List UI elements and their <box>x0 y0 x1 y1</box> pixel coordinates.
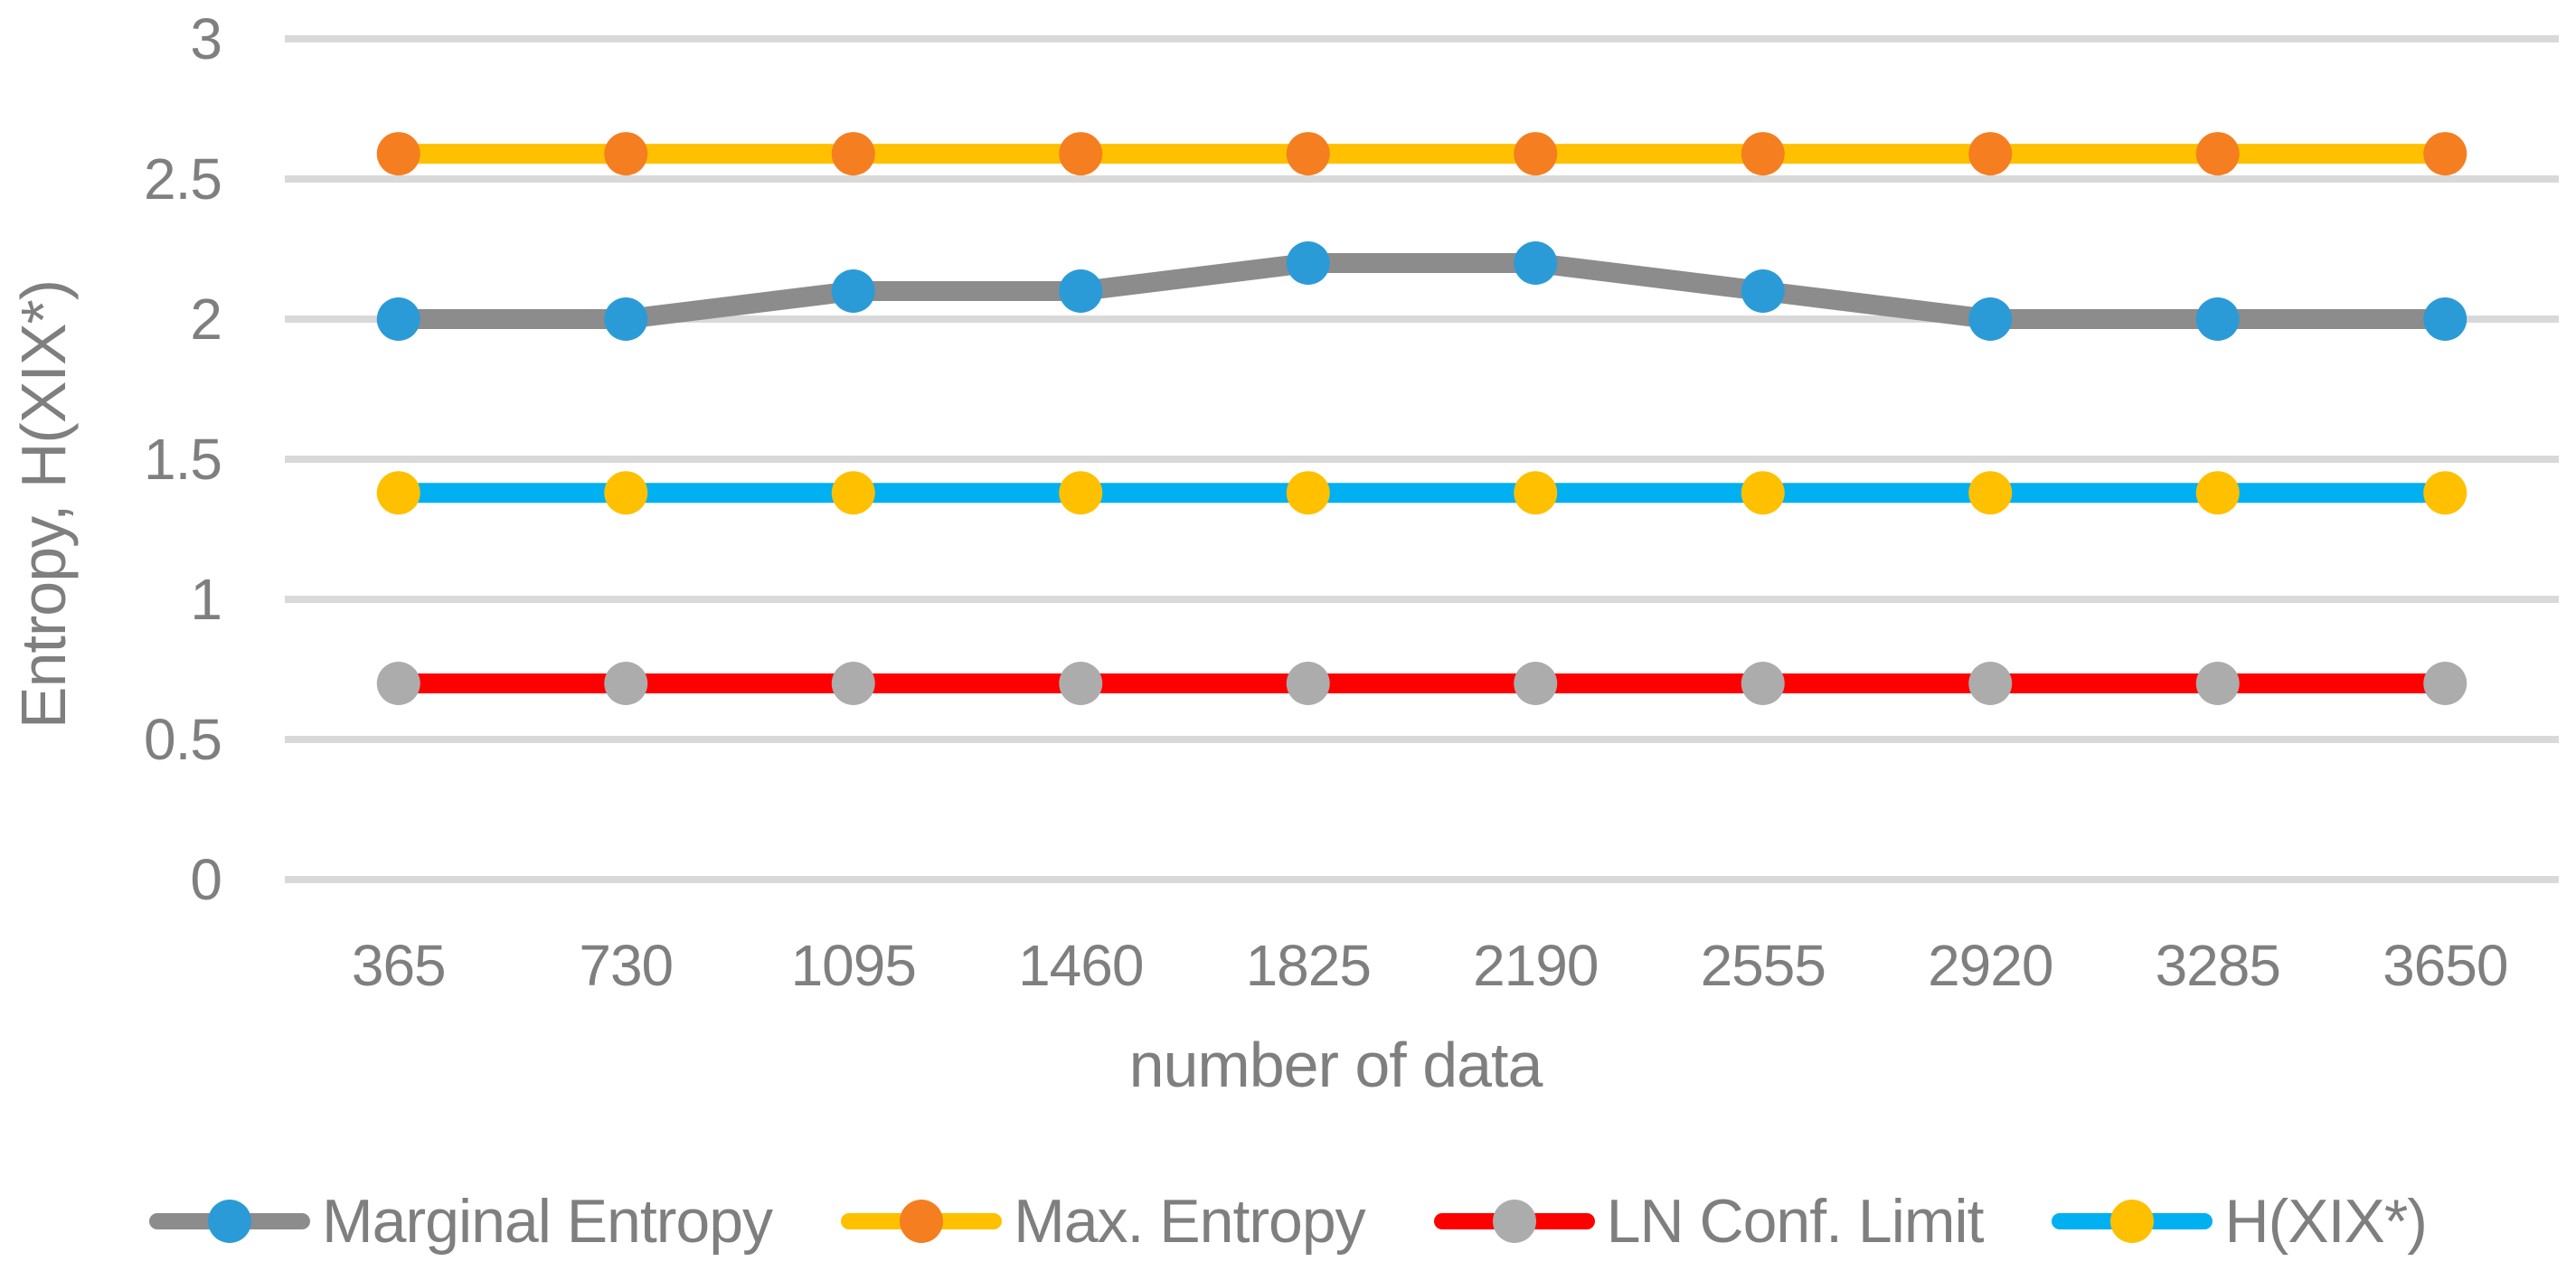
marker-marginal-entropy-2190 <box>1514 241 1558 285</box>
legend-label: H(XIX*) <box>2224 1187 2427 1256</box>
marker-max-entropy-1460 <box>1059 132 1103 176</box>
marker-marginal-entropy-1460 <box>1059 269 1103 313</box>
marker-max-entropy-3285 <box>2195 132 2240 176</box>
x-axis-title: number of data <box>1128 1030 1543 1100</box>
legend-swatch-marginal-entropy <box>149 1199 311 1244</box>
marker-marginal-entropy-1825 <box>1286 241 1330 285</box>
legend-label: Max. Entropy <box>1014 1187 1366 1256</box>
x-tick-label-730: 730 <box>579 933 673 998</box>
marker-ln-conf-limit-3650 <box>2423 662 2467 705</box>
marker-h-xix-3650 <box>2423 471 2467 515</box>
x-tick-label-1095: 1095 <box>791 933 916 998</box>
legend-marker-icon <box>208 1200 252 1243</box>
marker-ln-conf-limit-1825 <box>1286 662 1330 705</box>
y-tick-label-2.5: 2.5 <box>144 146 222 212</box>
legend-label: LN Conf. Limit <box>1606 1187 1985 1256</box>
marker-max-entropy-2920 <box>1968 132 2013 176</box>
marker-max-entropy-730 <box>604 132 648 176</box>
marker-ln-conf-limit-3285 <box>2195 662 2240 705</box>
x-tick-label-1825: 1825 <box>1246 933 1371 998</box>
marker-max-entropy-3650 <box>2423 132 2467 176</box>
legend-label: Marginal Entropy <box>322 1187 773 1256</box>
legend: Marginal Entropy Max. Entropy LN Conf. Lim… <box>0 1186 2576 1257</box>
marker-marginal-entropy-3650 <box>2423 297 2467 341</box>
marker-ln-conf-limit-365 <box>376 662 420 705</box>
marker-max-entropy-365 <box>376 132 420 176</box>
legend-marker-icon <box>2110 1200 2155 1243</box>
marker-marginal-entropy-2555 <box>1741 269 1785 313</box>
marker-ln-conf-limit-730 <box>604 662 648 705</box>
x-tick-label-2190: 2190 <box>1473 933 1598 998</box>
marker-marginal-entropy-3285 <box>2195 297 2240 341</box>
marker-marginal-entropy-365 <box>376 297 420 341</box>
marker-h-xix-2555 <box>1741 471 1785 515</box>
legend-marker-icon <box>900 1200 944 1243</box>
y-tick-label-1.5: 1.5 <box>144 427 222 492</box>
marker-ln-conf-limit-1095 <box>831 662 875 705</box>
y-tick-label-0.5: 0.5 <box>144 707 222 772</box>
x-tick-label-2920: 2920 <box>1928 933 2052 998</box>
marker-h-xix-2190 <box>1514 471 1558 515</box>
marker-marginal-entropy-1095 <box>831 269 875 313</box>
series-line-marginal-entropy <box>398 253 2446 329</box>
legend-swatch-h-xix <box>2052 1199 2213 1244</box>
legend-marker-icon <box>1492 1200 1536 1243</box>
marker-ln-conf-limit-2190 <box>1514 662 1558 705</box>
marker-h-xix-1095 <box>831 471 875 515</box>
x-tick-label-2555: 2555 <box>1701 933 1826 998</box>
marker-max-entropy-1825 <box>1286 132 1330 176</box>
legend-swatch-max-entropy <box>841 1199 1003 1244</box>
marker-max-entropy-2555 <box>1741 132 1785 176</box>
marker-max-entropy-1095 <box>831 132 875 176</box>
marker-h-xix-1825 <box>1286 471 1330 515</box>
marker-h-xix-365 <box>376 471 420 515</box>
marker-ln-conf-limit-2555 <box>1741 662 1785 705</box>
legend-item-marginal-entropy: Marginal Entropy <box>149 1186 773 1257</box>
y-tick-label-3: 3 <box>190 6 222 71</box>
marker-h-xix-2920 <box>1968 471 2013 515</box>
x-tick-label-1460: 1460 <box>1018 933 1143 998</box>
legend-swatch-ln-conf-limit <box>1433 1199 1595 1244</box>
marker-h-xix-730 <box>604 471 648 515</box>
x-tick-label-3285: 3285 <box>2156 933 2280 998</box>
marker-h-xix-1460 <box>1059 471 1103 515</box>
marker-ln-conf-limit-2920 <box>1968 662 2013 705</box>
legend-item-h-xix: H(XIX*) <box>2052 1186 2428 1257</box>
x-tick-label-365: 365 <box>352 933 446 998</box>
y-axis-title: Entropy, H(XIX*) <box>8 279 79 730</box>
marker-ln-conf-limit-1460 <box>1059 662 1103 705</box>
x-tick-label-3650: 3650 <box>2383 933 2507 998</box>
marker-max-entropy-2190 <box>1514 132 1558 176</box>
y-tick-label-2: 2 <box>190 287 222 352</box>
legend-item-ln-conf-limit: LN Conf. Limit <box>1433 1186 1985 1257</box>
marker-marginal-entropy-2920 <box>1968 297 2013 341</box>
marker-h-xix-3285 <box>2195 471 2240 515</box>
marker-marginal-entropy-730 <box>604 297 648 341</box>
y-tick-label-0: 0 <box>190 847 222 912</box>
legend-item-max-entropy: Max. Entropy <box>841 1186 1366 1257</box>
y-tick-label-1: 1 <box>190 567 222 632</box>
